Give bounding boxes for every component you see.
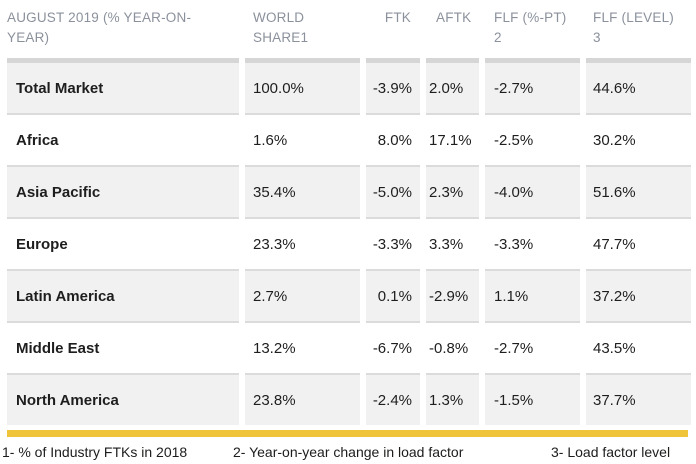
flf-pt-cell: -4.0% — [485, 165, 580, 217]
header-flf-pt: FLF (%-PT) 2 — [494, 10, 567, 45]
world-share-cell: 100.0% — [245, 58, 360, 113]
table-row: Total Market 100.0% -3.9% 2.0% -2.7% 44.… — [7, 58, 691, 113]
table-header-row: AUGUST 2019 (% YEAR-ON- YEAR) WORLD SHAR… — [7, 0, 691, 58]
table-row: Europe 23.3% -3.3% 3.3% -3.3% 47.7% — [7, 217, 691, 269]
table-row: Africa 1.6% 8.0% 17.1% -2.5% 30.2% — [7, 113, 691, 165]
world-share-cell: 13.2% — [245, 321, 360, 373]
world-share-cell: 35.4% — [245, 165, 360, 217]
ftk-cell: -6.7% — [366, 321, 420, 373]
flf-level-cell: 37.7% — [586, 373, 691, 425]
ftk-cell: 0.1% — [366, 269, 420, 321]
region-cell: Latin America — [7, 269, 239, 321]
header-region-line2: YEAR) — [7, 30, 50, 45]
region-cell: Europe — [7, 217, 239, 269]
aftk-cell: -0.8% — [426, 321, 479, 373]
world-share-cell: 1.6% — [245, 113, 360, 165]
header-flf-level: FLF (LEVEL) 3 — [593, 10, 674, 45]
flf-level-cell: 51.6% — [586, 165, 691, 217]
gold-divider-bar — [7, 430, 688, 437]
aftk-cell: 17.1% — [426, 113, 479, 165]
flf-level-cell: 47.7% — [586, 217, 691, 269]
world-share-cell: 23.8% — [245, 373, 360, 425]
flf-level-cell: 44.6% — [586, 58, 691, 113]
flf-pt-cell: -2.7% — [485, 321, 580, 373]
region-cell: Africa — [7, 113, 239, 165]
flf-pt-cell: -2.7% — [485, 58, 580, 113]
region-cell: Asia Pacific — [7, 165, 239, 217]
table-row: North America 23.8% -2.4% 1.3% -1.5% 37.… — [7, 373, 691, 425]
aftk-cell: 1.3% — [426, 373, 479, 425]
ftk-cell: -2.4% — [366, 373, 420, 425]
flf-pt-cell: 1.1% — [485, 269, 580, 321]
header-aftk: AFTK — [436, 10, 472, 25]
footnote-flf-pt: 2- Year-on-year change in load factor — [233, 444, 464, 460]
flf-pt-cell: -3.3% — [485, 217, 580, 269]
table-row: Latin America 2.7% 0.1% -2.9% 1.1% 37.2% — [7, 269, 691, 321]
air-freight-table: AUGUST 2019 (% YEAR-ON- YEAR) WORLD SHAR… — [7, 0, 691, 425]
header-world-share: WORLD SHARE1 — [253, 10, 309, 45]
world-share-cell: 23.3% — [245, 217, 360, 269]
header-region-line1: AUGUST 2019 (% YEAR-ON- — [7, 10, 192, 25]
aftk-cell: -2.9% — [426, 269, 479, 321]
header-region: AUGUST 2019 (% YEAR-ON- YEAR) — [7, 0, 239, 58]
aftk-cell: 2.3% — [426, 165, 479, 217]
flf-pt-cell: -1.5% — [485, 373, 580, 425]
ftk-cell: -3.9% — [366, 58, 420, 113]
table-row: Middle East 13.2% -6.7% -0.8% -2.7% 43.5… — [7, 321, 691, 373]
ftk-cell: 8.0% — [366, 113, 420, 165]
ftk-cell: -5.0% — [366, 165, 420, 217]
ftk-cell: -3.3% — [366, 217, 420, 269]
region-cell: North America — [7, 373, 239, 425]
region-cell: Total Market — [7, 58, 239, 113]
flf-level-cell: 37.2% — [586, 269, 691, 321]
aftk-cell: 2.0% — [426, 58, 479, 113]
aftk-cell: 3.3% — [426, 217, 479, 269]
footnotes: 1- % of Industry FTKs in 2018 2- Year-on… — [0, 444, 696, 464]
flf-pt-cell: -2.5% — [485, 113, 580, 165]
table-row: Asia Pacific 35.4% -5.0% 2.3% -4.0% 51.6… — [7, 165, 691, 217]
flf-level-cell: 30.2% — [586, 113, 691, 165]
flf-level-cell: 43.5% — [586, 321, 691, 373]
footnote-flf-level: 3- Load factor level — [551, 444, 671, 460]
header-ftk: FTK — [384, 10, 411, 25]
footnote-world-share: 1- % of Industry FTKs in 2018 — [2, 444, 188, 460]
region-cell: Middle East — [7, 321, 239, 373]
world-share-cell: 2.7% — [245, 269, 360, 321]
